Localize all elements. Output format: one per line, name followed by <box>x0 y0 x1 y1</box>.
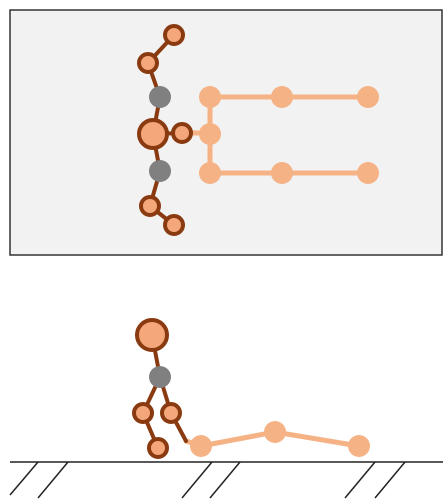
joint <box>199 123 221 145</box>
head <box>139 120 167 148</box>
ground <box>10 462 443 498</box>
joint <box>199 162 221 184</box>
joint <box>348 435 370 457</box>
hatch <box>182 462 212 498</box>
joint <box>141 197 159 215</box>
joint <box>165 216 183 234</box>
joint <box>357 86 379 108</box>
joint <box>149 439 167 457</box>
hatch <box>10 462 38 495</box>
joint <box>149 366 171 388</box>
page: (() => { const data = JSON.parse(documen… <box>0 0 443 500</box>
joint <box>173 124 191 142</box>
head <box>137 320 167 350</box>
hatch <box>38 462 68 498</box>
joint <box>357 162 379 184</box>
joint <box>271 162 293 184</box>
joint <box>134 404 152 422</box>
joint <box>271 86 293 108</box>
joint <box>199 86 221 108</box>
side-view-figure <box>134 320 370 457</box>
joint <box>149 86 171 108</box>
joint <box>139 54 157 72</box>
joint <box>190 435 212 457</box>
joint <box>162 404 180 422</box>
hatch <box>345 462 375 498</box>
joint <box>165 26 183 44</box>
top-view-panel <box>10 10 442 255</box>
joint <box>149 160 171 182</box>
hatch <box>375 462 405 498</box>
joint <box>264 421 286 443</box>
diagram <box>0 0 443 500</box>
hatch <box>210 462 240 498</box>
